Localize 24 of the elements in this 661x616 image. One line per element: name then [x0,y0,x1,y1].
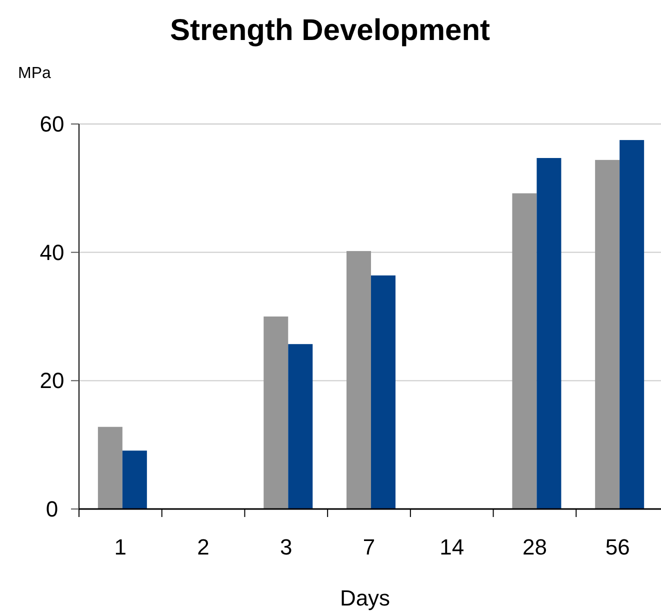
x-tick-label: 7 [362,534,376,560]
y-tick-label: 60 [40,112,64,136]
x-tick-label: 28 [522,534,547,560]
bar [595,160,620,509]
y-axis-title: MPa [18,65,51,82]
bar [346,251,371,509]
chart-title: Strength Development [170,14,490,47]
bar [536,158,562,509]
x-tick-label: 56 [605,534,630,560]
bar [371,275,396,509]
x-tick-label: 14 [440,534,464,560]
bar [122,450,147,509]
bar [288,344,313,509]
x-tick-label: 2 [197,534,210,560]
x-tick-label: 1 [114,534,127,560]
y-tick-label: 20 [40,368,64,394]
bar [620,140,644,509]
x-tick-label: 3 [280,534,292,560]
bar [512,193,537,509]
x-axis-title: Days [340,586,390,610]
y-tick-label: 0 [46,496,58,522]
y-tick-label: 40 [40,240,64,265]
bar [98,426,122,509]
bar [264,316,288,509]
